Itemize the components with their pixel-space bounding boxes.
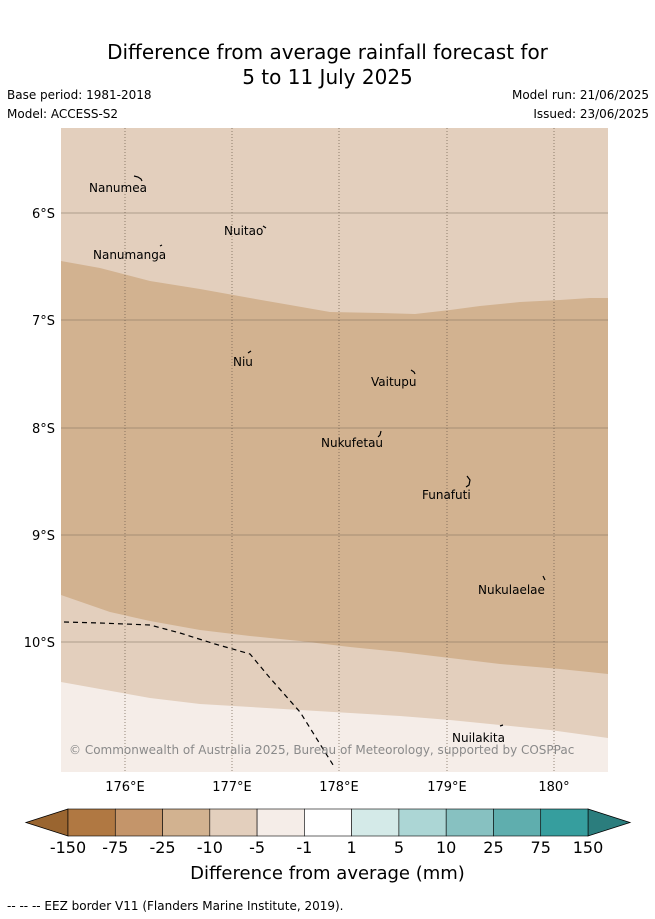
- colorbar-label-6: 1: [347, 838, 357, 857]
- eez-border: [63, 621, 336, 769]
- model-name: Model: ACCESS-S2: [7, 107, 119, 121]
- colorbar-label-2: -25: [149, 838, 175, 857]
- y-tick-8s: 8°S: [32, 422, 55, 437]
- colorbar-label-5: -1: [296, 838, 312, 857]
- island-label-nuitao: Nuitao: [224, 224, 263, 238]
- colorbar-label-10: 75: [531, 838, 551, 857]
- funafuti-atoll: [465, 475, 471, 488]
- model-run: Model run: 21/06/2025: [511, 88, 649, 102]
- colorbar-swatch-8: [445, 808, 494, 837]
- colorbar-swatch-9: [493, 808, 542, 837]
- nanumanga-atoll: [159, 244, 163, 247]
- base-period: Base period: 1981-2018: [7, 88, 152, 102]
- y-tick-7s: 7°S: [32, 314, 55, 329]
- nuilakita-atoll: [499, 724, 504, 727]
- colorbar-label-3: -10: [197, 838, 223, 857]
- colorbar-swatch-7: [398, 808, 447, 837]
- colorbar-swatch-0: [67, 808, 116, 837]
- colorbar-low-extend: [24, 808, 69, 837]
- y-tick-9s: 9°S: [32, 529, 55, 544]
- colorbar-label-0: -150: [50, 838, 86, 857]
- island-label-niu: Niu: [233, 355, 253, 369]
- colorbar: -150 -75 -25 -10 -5 -1 1 5 10 25 75 150: [24, 808, 632, 857]
- island-label-nukulaelae: Nukulaelae: [478, 583, 545, 597]
- island-label-nuilakita: Nuilakita: [452, 731, 505, 745]
- nukufetau-atoll: [377, 430, 382, 438]
- colorbar-label-4: -5: [249, 838, 265, 857]
- island-label-nanumea: Nanumea: [89, 181, 147, 195]
- band-minus5-minus1: [61, 682, 608, 772]
- title-line-1: Difference from average rainfall forecas…: [107, 40, 548, 64]
- nuitao-atoll: [262, 225, 267, 229]
- colorbar-label-1: -75: [102, 838, 128, 857]
- title-line-2: 5 to 11 July 2025: [242, 65, 413, 89]
- y-tick-10s: 10°S: [24, 636, 55, 651]
- rainfall-map: Nanumea Nuitao Nanumanga Niu Vaitupu Nuk…: [24, 128, 632, 857]
- colorbar-swatch-5: [304, 808, 352, 837]
- issued-date: Issued: 23/06/2025: [533, 107, 649, 121]
- colorbar-swatch-3: [209, 808, 258, 837]
- colorbar-swatch-4: [256, 808, 305, 837]
- x-tick-180: 180°: [538, 780, 569, 795]
- colorbar-label-11: 150: [573, 838, 604, 857]
- x-tick-177e: 177°E: [212, 780, 252, 795]
- nukulaelae-atoll: [542, 575, 546, 581]
- colorbar-label-9: 25: [483, 838, 503, 857]
- colorbar-title: Difference from average (mm): [190, 863, 465, 884]
- niu-atoll: [247, 350, 252, 354]
- nanumea-atoll: [133, 175, 143, 182]
- x-tick-179e: 179°E: [427, 780, 467, 795]
- x-tick-178e: 178°E: [319, 780, 359, 795]
- colorbar-swatch-2: [162, 808, 211, 837]
- colorbar-swatch-10: [540, 808, 589, 837]
- colorbar-label-7: 5: [394, 838, 404, 857]
- colorbar-swatch-6: [351, 808, 400, 837]
- colorbar-high-extend: [587, 808, 632, 837]
- map-title: Difference from average rainfall forecas…: [0, 40, 655, 90]
- colorbar-label-8: 10: [436, 838, 456, 857]
- x-tick-176e: 176°E: [105, 780, 145, 795]
- colorbar-swatch-1: [114, 808, 163, 837]
- island-label-vaitupu: Vaitupu: [371, 375, 417, 389]
- vaitupu-atoll: [410, 369, 416, 375]
- band-minus25-minus10: [61, 261, 608, 674]
- y-tick-6s: 6°S: [32, 207, 55, 222]
- island-label-nanumanga: Nanumanga: [93, 248, 166, 262]
- eez-footnote: -- -- -- EEZ border V11 (Flanders Marine…: [7, 899, 344, 913]
- copyright-notice: © Commonwealth of Australia 2025, Bureau…: [69, 743, 574, 757]
- island-label-funafuti: Funafuti: [422, 488, 471, 502]
- island-label-nukufetau: Nukufetau: [321, 436, 383, 450]
